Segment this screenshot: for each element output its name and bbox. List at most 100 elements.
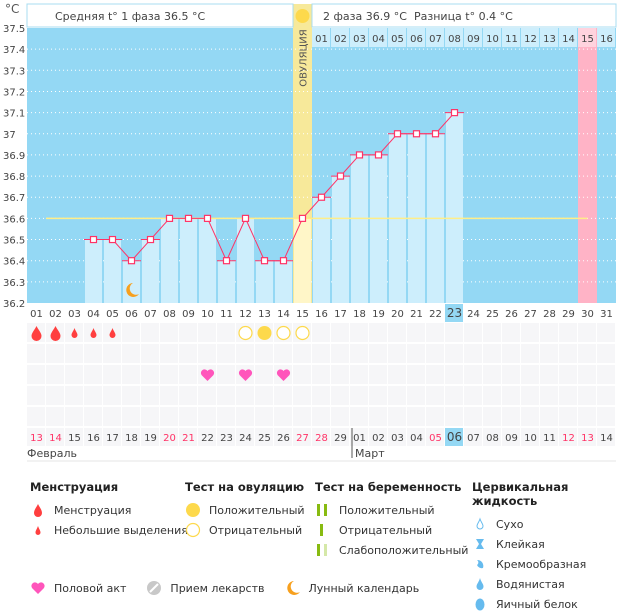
calendar-cell [350, 428, 368, 446]
symbol-cell [597, 344, 615, 363]
symbol-cell [293, 386, 311, 405]
legend-label: Кремообразная [496, 557, 587, 571]
calendar-cell [369, 428, 387, 446]
y-tick-label: 37.3 [3, 66, 25, 77]
symbol-cell [597, 407, 615, 426]
cycle-day-label: 14 [277, 309, 290, 320]
symbol-cell [521, 407, 539, 426]
legend-label: Слабоположительный [339, 543, 469, 557]
legend-title: Цервикальная жидкость [472, 480, 569, 508]
symbol-cell [103, 365, 121, 384]
symbol-cell [141, 344, 159, 363]
calendar-cell [559, 428, 577, 446]
symbol-cell [502, 407, 520, 426]
symbol-cell [445, 386, 463, 405]
calendar-date-label: 09 [505, 433, 518, 444]
symbol-cell [160, 386, 178, 405]
ovulation-test-positive-icon [257, 326, 272, 340]
calendar-cell [103, 428, 121, 446]
legend-title: Менструация [30, 480, 119, 494]
y-tick-label: 37.4 [3, 45, 25, 56]
symbol-cell [502, 323, 520, 342]
calendar-cell [236, 428, 254, 446]
legend-label: Отрицательный [339, 523, 433, 537]
symbol-cell [483, 344, 501, 363]
symbol-cell [217, 407, 235, 426]
cycle-day-label: 20 [391, 309, 404, 320]
legend-label: Положительный [339, 503, 435, 517]
symbol-cell [122, 386, 140, 405]
symbol-cell [540, 365, 558, 384]
bbt-chart: °C ОВУЛЯЦИЯ 01 02 03 04 05 06 07 08 09 10 11 12 13 14 1… [3, 2, 617, 462]
temperature-point [279, 257, 288, 265]
calendar-cell [65, 428, 83, 446]
current-day-highlight [445, 304, 463, 322]
symbol-cell [160, 407, 178, 426]
symbol-cell [578, 365, 596, 384]
symbol-cell [65, 365, 83, 384]
symbol-cell [65, 344, 83, 363]
symbol-cell [464, 323, 482, 342]
symbol-cell [331, 386, 349, 405]
luteal-day-label: 03 [353, 34, 366, 45]
symbol-cell [578, 407, 596, 426]
symbol-cell [65, 386, 83, 405]
temperature-point [317, 193, 326, 201]
temperature-bar [237, 218, 254, 303]
ovulation-test-negative-icon [238, 325, 253, 341]
heart-icon [276, 369, 291, 381]
faint-line-icon [317, 544, 327, 556]
symbol-cell [445, 407, 463, 426]
luteal-day-cell [521, 28, 539, 47]
luteal-day-label: 04 [372, 34, 385, 45]
symbol-cell [179, 323, 197, 342]
y-tick-label: 36.6 [3, 214, 25, 225]
symbol-cell [426, 386, 444, 405]
creamy-icon [477, 559, 484, 569]
symbol-cell [84, 365, 102, 384]
cycle-day-label: 31 [600, 309, 613, 320]
calendar-date-label: 06 [447, 430, 462, 444]
symbol-cell [578, 386, 596, 405]
calendar-cell [46, 428, 64, 446]
legend-ovulation-test: Тест на овуляцию Положительный Отрицател… [185, 480, 305, 540]
luteal-day-label: 15 [581, 34, 594, 45]
temperature-point [184, 214, 193, 222]
symbol-cell [540, 344, 558, 363]
moon-icon [126, 283, 139, 297]
luteal-day-label: 12 [524, 34, 537, 45]
symbol-cell [122, 344, 140, 363]
legend-label: Клейкая [496, 537, 545, 551]
symbol-cell [160, 323, 178, 342]
luteal-day-label: 11 [505, 34, 518, 45]
calendar-cell [502, 428, 520, 446]
symbol-cell [426, 323, 444, 342]
symbol-cell [464, 407, 482, 426]
symbol-cell [521, 323, 539, 342]
calendar-cell [540, 428, 558, 446]
cycle-day-label: 17 [334, 309, 347, 320]
temperature-bar [218, 260, 235, 303]
luteal-day-cell [350, 28, 368, 47]
symbol-cell [407, 323, 425, 342]
symbol-cell [293, 365, 311, 384]
calendar-cell [274, 428, 292, 446]
legend-pregnancy-test: Тест на беременность Положительный Отриц… [315, 480, 468, 560]
symbol-cell [160, 344, 178, 363]
luteal-day-label: 10 [486, 34, 499, 45]
ovulation-sun-icon [295, 9, 310, 23]
temperature-point [222, 257, 231, 265]
symbol-cell [293, 407, 311, 426]
symbol-cell [350, 386, 368, 405]
y-tick-label: 36.7 [3, 193, 25, 204]
cycle-day-label: 08 [163, 309, 176, 320]
symbol-cell [103, 344, 121, 363]
symbol-cell [103, 386, 121, 405]
symbol-cell [331, 344, 349, 363]
legend-other: Половой акт Прием лекарств Лунный календ… [30, 578, 419, 598]
luteal-day-cell [369, 28, 387, 47]
cycle-day-label: 09 [182, 309, 195, 320]
symbol-cell [217, 323, 235, 342]
symbol-cell [350, 365, 368, 384]
symbol-cell [559, 407, 577, 426]
